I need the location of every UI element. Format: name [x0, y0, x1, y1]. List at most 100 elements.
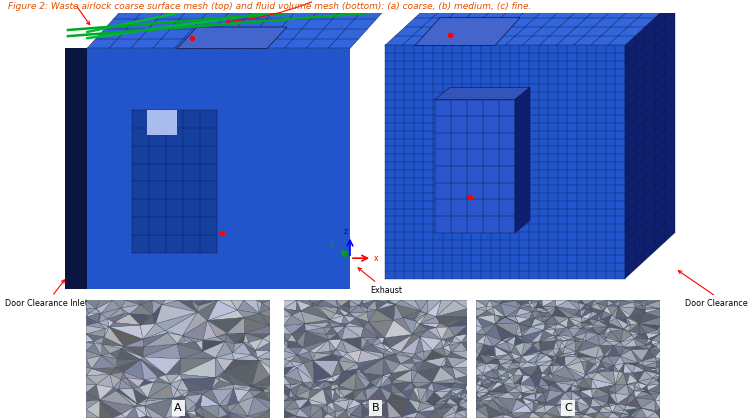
Polygon shape	[536, 360, 553, 366]
Polygon shape	[512, 359, 519, 363]
Polygon shape	[365, 386, 375, 389]
Polygon shape	[284, 410, 296, 418]
Polygon shape	[370, 375, 383, 386]
Polygon shape	[495, 377, 501, 380]
Polygon shape	[574, 352, 578, 357]
Polygon shape	[208, 310, 244, 320]
Polygon shape	[486, 324, 502, 341]
Polygon shape	[647, 391, 660, 394]
Polygon shape	[644, 305, 646, 307]
Polygon shape	[442, 327, 454, 340]
Polygon shape	[446, 336, 454, 343]
Polygon shape	[140, 300, 153, 315]
Polygon shape	[646, 329, 660, 334]
Polygon shape	[452, 367, 467, 379]
Polygon shape	[516, 412, 532, 418]
Polygon shape	[532, 391, 537, 393]
Polygon shape	[594, 412, 608, 418]
Polygon shape	[142, 357, 181, 375]
Polygon shape	[387, 393, 409, 401]
Polygon shape	[415, 361, 424, 372]
Text: z: z	[344, 227, 348, 236]
Polygon shape	[327, 402, 335, 412]
Polygon shape	[112, 414, 125, 418]
Polygon shape	[232, 343, 252, 355]
Polygon shape	[507, 363, 519, 370]
Polygon shape	[296, 385, 310, 396]
Polygon shape	[349, 300, 358, 307]
Polygon shape	[515, 336, 524, 342]
Polygon shape	[574, 328, 586, 337]
Polygon shape	[581, 398, 592, 407]
Polygon shape	[202, 340, 225, 351]
Polygon shape	[244, 343, 256, 355]
Polygon shape	[644, 366, 656, 368]
Polygon shape	[539, 337, 556, 341]
Polygon shape	[332, 361, 342, 377]
Polygon shape	[92, 356, 116, 369]
Polygon shape	[584, 375, 592, 379]
Polygon shape	[646, 340, 652, 345]
Polygon shape	[96, 309, 101, 313]
Polygon shape	[388, 417, 402, 418]
Polygon shape	[358, 305, 368, 312]
Polygon shape	[182, 378, 215, 389]
Polygon shape	[313, 353, 333, 361]
Polygon shape	[86, 300, 96, 309]
Polygon shape	[412, 363, 417, 372]
Polygon shape	[362, 389, 367, 400]
Polygon shape	[639, 333, 648, 339]
Polygon shape	[634, 408, 646, 418]
Polygon shape	[118, 388, 137, 404]
Polygon shape	[442, 399, 449, 400]
Polygon shape	[598, 407, 612, 412]
Polygon shape	[458, 405, 467, 410]
Polygon shape	[655, 400, 660, 411]
Polygon shape	[598, 320, 608, 327]
Polygon shape	[649, 349, 660, 357]
Polygon shape	[445, 357, 452, 367]
Polygon shape	[433, 399, 444, 405]
Polygon shape	[284, 367, 294, 376]
Polygon shape	[290, 355, 304, 363]
Polygon shape	[121, 308, 129, 314]
Polygon shape	[581, 319, 592, 325]
Polygon shape	[618, 302, 635, 308]
Polygon shape	[542, 307, 548, 310]
Polygon shape	[658, 326, 660, 334]
Polygon shape	[478, 403, 486, 405]
Polygon shape	[454, 326, 467, 336]
Polygon shape	[400, 358, 415, 364]
Text: x: x	[374, 254, 379, 263]
Polygon shape	[486, 364, 500, 370]
Polygon shape	[140, 315, 155, 325]
Polygon shape	[585, 304, 591, 307]
Polygon shape	[556, 339, 562, 341]
Polygon shape	[645, 371, 657, 378]
Polygon shape	[380, 387, 392, 401]
Polygon shape	[390, 348, 401, 354]
Polygon shape	[515, 87, 530, 233]
Polygon shape	[476, 300, 487, 309]
Polygon shape	[517, 398, 526, 405]
Polygon shape	[220, 405, 230, 412]
Polygon shape	[310, 404, 322, 418]
Polygon shape	[313, 361, 339, 377]
Polygon shape	[448, 326, 467, 336]
Polygon shape	[368, 320, 394, 338]
Polygon shape	[591, 388, 597, 389]
Polygon shape	[532, 387, 537, 391]
Polygon shape	[432, 348, 446, 357]
Polygon shape	[638, 381, 647, 386]
Polygon shape	[476, 388, 489, 393]
Polygon shape	[86, 385, 100, 400]
Polygon shape	[230, 412, 244, 418]
Polygon shape	[442, 348, 451, 357]
Polygon shape	[202, 341, 225, 358]
Polygon shape	[494, 304, 506, 317]
Polygon shape	[284, 359, 290, 368]
Polygon shape	[476, 342, 484, 351]
Polygon shape	[336, 349, 347, 357]
Polygon shape	[113, 313, 129, 323]
Polygon shape	[616, 393, 630, 404]
